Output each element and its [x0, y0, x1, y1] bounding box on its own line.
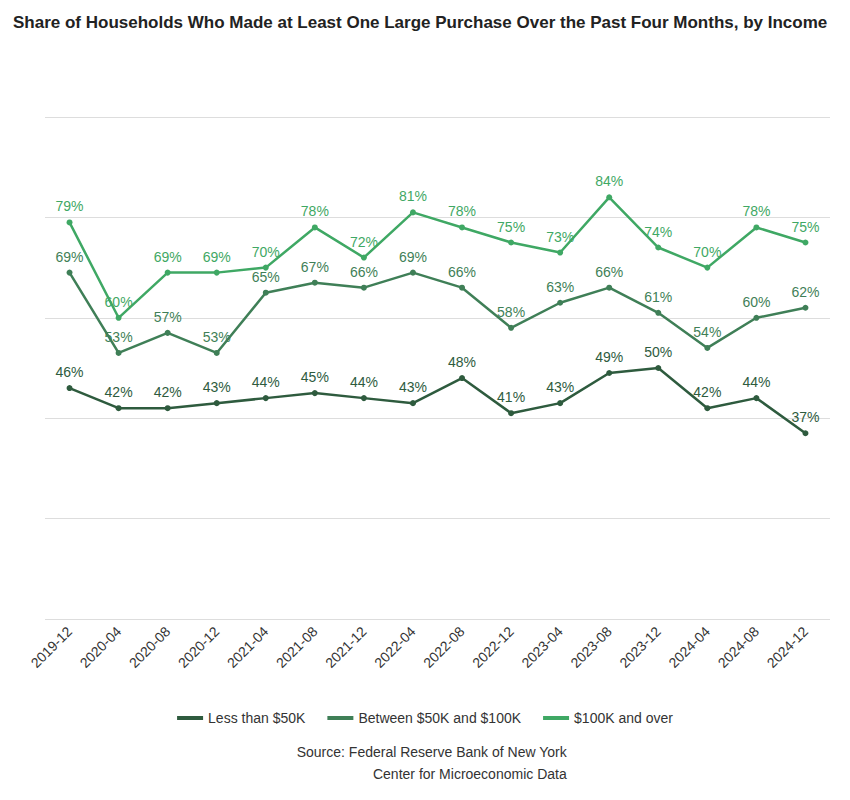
- svg-text:72%: 72%: [350, 234, 378, 250]
- svg-text:61%: 61%: [644, 289, 672, 305]
- svg-text:79%: 79%: [56, 198, 84, 214]
- svg-text:Center for Microeconomic Data: Center for Microeconomic Data: [373, 766, 567, 782]
- svg-text:66%: 66%: [595, 264, 623, 280]
- svg-text:2021-12: 2021-12: [322, 623, 370, 671]
- svg-text:2022-12: 2022-12: [469, 623, 517, 671]
- svg-text:53%: 53%: [105, 329, 133, 345]
- svg-text:42%: 42%: [154, 384, 182, 400]
- svg-text:53%: 53%: [203, 329, 231, 345]
- svg-text:43%: 43%: [203, 379, 231, 395]
- svg-text:2024-08: 2024-08: [714, 623, 762, 671]
- svg-text:43%: 43%: [399, 379, 427, 395]
- svg-text:44%: 44%: [350, 374, 378, 390]
- svg-text:70%: 70%: [693, 244, 721, 260]
- svg-text:2023-12: 2023-12: [616, 623, 664, 671]
- svg-text:62%: 62%: [791, 284, 819, 300]
- svg-text:2022-08: 2022-08: [420, 623, 468, 671]
- svg-text:75%: 75%: [497, 219, 525, 235]
- svg-text:2022-04: 2022-04: [371, 623, 419, 671]
- svg-text:2021-04: 2021-04: [224, 623, 272, 671]
- svg-text:84%: 84%: [595, 173, 623, 189]
- svg-text:Less than $50K: Less than $50K: [208, 710, 306, 726]
- svg-text:54%: 54%: [693, 324, 721, 340]
- svg-text:41%: 41%: [497, 389, 525, 405]
- svg-text:44%: 44%: [742, 374, 770, 390]
- svg-text:48%: 48%: [448, 354, 476, 370]
- svg-text:66%: 66%: [350, 264, 378, 280]
- svg-text:46%: 46%: [56, 364, 84, 380]
- svg-text:Source: Federal Reserve Bank o: Source: Federal Reserve Bank of New York: [297, 744, 568, 760]
- svg-text:78%: 78%: [301, 203, 329, 219]
- svg-text:69%: 69%: [154, 249, 182, 265]
- svg-text:70%: 70%: [252, 244, 280, 260]
- svg-text:$100K and over: $100K and over: [574, 710, 673, 726]
- svg-text:63%: 63%: [546, 279, 574, 295]
- svg-text:37%: 37%: [791, 409, 819, 425]
- svg-text:78%: 78%: [448, 203, 476, 219]
- svg-text:42%: 42%: [693, 384, 721, 400]
- svg-text:43%: 43%: [546, 379, 574, 395]
- svg-text:2020-04: 2020-04: [77, 623, 125, 671]
- svg-text:Between $50K and $100K: Between $50K and $100K: [358, 710, 521, 726]
- svg-text:2020-08: 2020-08: [126, 623, 174, 671]
- svg-text:75%: 75%: [791, 219, 819, 235]
- svg-text:67%: 67%: [301, 259, 329, 275]
- svg-text:81%: 81%: [399, 188, 427, 204]
- svg-text:58%: 58%: [497, 304, 525, 320]
- svg-text:73%: 73%: [546, 229, 574, 245]
- svg-text:44%: 44%: [252, 374, 280, 390]
- svg-text:Share of Households Who Made a: Share of Households Who Made at Least On…: [13, 13, 827, 32]
- svg-text:45%: 45%: [301, 369, 329, 385]
- svg-text:69%: 69%: [56, 249, 84, 265]
- svg-text:2020-12: 2020-12: [175, 623, 223, 671]
- svg-text:66%: 66%: [448, 264, 476, 280]
- svg-text:42%: 42%: [105, 384, 133, 400]
- svg-text:57%: 57%: [154, 309, 182, 325]
- svg-text:69%: 69%: [399, 249, 427, 265]
- svg-text:65%: 65%: [252, 269, 280, 285]
- svg-text:2019-12: 2019-12: [28, 623, 76, 671]
- svg-text:2024-12: 2024-12: [764, 623, 812, 671]
- svg-text:2023-04: 2023-04: [518, 623, 566, 671]
- svg-text:49%: 49%: [595, 349, 623, 365]
- svg-text:60%: 60%: [105, 294, 133, 310]
- svg-text:60%: 60%: [742, 294, 770, 310]
- svg-text:78%: 78%: [742, 203, 770, 219]
- svg-text:2023-08: 2023-08: [567, 623, 615, 671]
- svg-text:74%: 74%: [644, 224, 672, 240]
- svg-text:2024-04: 2024-04: [665, 623, 713, 671]
- svg-text:50%: 50%: [644, 344, 672, 360]
- svg-text:69%: 69%: [203, 249, 231, 265]
- svg-text:2021-08: 2021-08: [273, 623, 321, 671]
